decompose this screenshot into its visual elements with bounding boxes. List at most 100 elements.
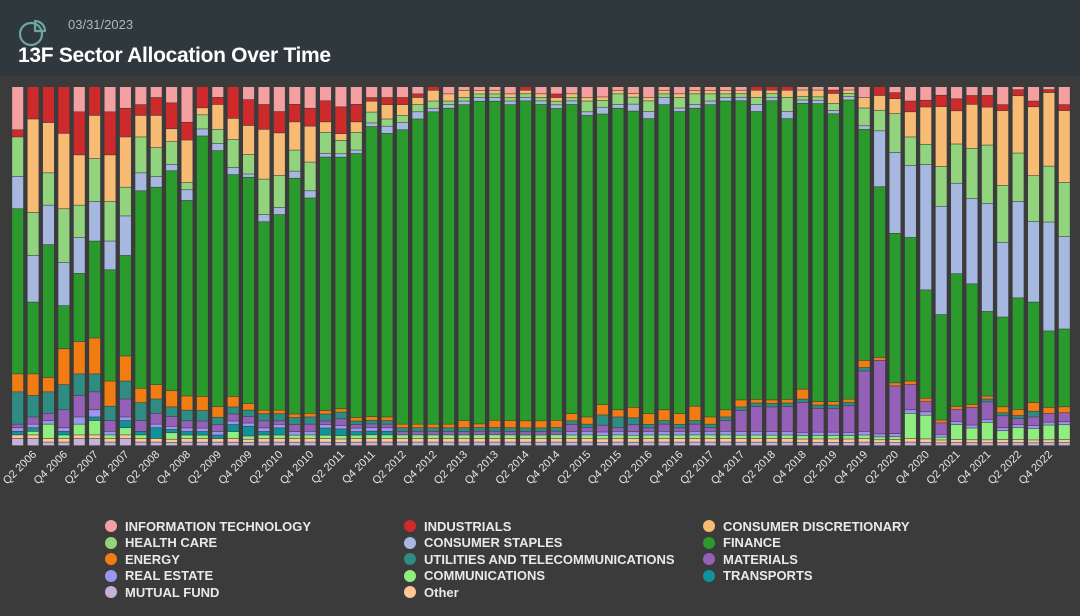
bar-segment[interactable]: [473, 87, 485, 91]
bar-segment[interactable]: [350, 431, 362, 435]
bar-segment[interactable]: [966, 148, 978, 199]
bar-segment[interactable]: [812, 90, 824, 97]
bar-segment[interactable]: [12, 392, 24, 424]
bar-segment[interactable]: [889, 87, 901, 93]
bar-segment[interactable]: [858, 442, 870, 446]
bar-segment[interactable]: [135, 442, 147, 446]
bar-segment[interactable]: [643, 111, 655, 119]
bar-segment[interactable]: [304, 442, 316, 446]
bar-segment[interactable]: [304, 198, 316, 414]
bar-segment[interactable]: [1012, 442, 1024, 446]
bar-segment[interactable]: [73, 438, 85, 446]
bar-segment[interactable]: [966, 443, 978, 446]
bar-segment[interactable]: [504, 428, 516, 432]
bar-segment[interactable]: [904, 112, 916, 137]
bar-segment[interactable]: [858, 97, 870, 108]
bar-segment[interactable]: [473, 427, 485, 431]
bar-segment[interactable]: [89, 420, 101, 435]
bar-segment[interactable]: [966, 407, 978, 425]
bar-segment[interactable]: [366, 420, 378, 424]
bar-segment[interactable]: [412, 442, 424, 446]
bar-segment[interactable]: [319, 157, 332, 411]
bar-segment[interactable]: [289, 150, 301, 171]
bar-segment[interactable]: [412, 94, 424, 98]
bar-segment[interactable]: [427, 101, 439, 108]
bar-segment[interactable]: [27, 435, 39, 439]
bar-segment[interactable]: [827, 435, 839, 439]
bar-segment[interactable]: [966, 404, 978, 408]
bar-segment[interactable]: [58, 384, 70, 410]
bar-segment[interactable]: [673, 442, 686, 446]
bar-segment[interactable]: [858, 129, 870, 361]
bar-segment[interactable]: [766, 438, 778, 442]
bar-segment[interactable]: [258, 129, 270, 179]
bar-segment[interactable]: [27, 438, 39, 446]
bar-segment[interactable]: [550, 97, 562, 101]
bar-segment[interactable]: [951, 409, 963, 422]
bar-segment[interactable]: [673, 97, 686, 108]
bar-segment[interactable]: [735, 431, 747, 435]
bar-segment[interactable]: [12, 87, 24, 130]
bar-segment[interactable]: [535, 101, 547, 105]
bar-segment[interactable]: [566, 97, 578, 101]
bar-segment[interactable]: [858, 367, 870, 371]
bar-segment[interactable]: [658, 104, 670, 410]
bar-segment[interactable]: [627, 442, 639, 446]
bar-segment[interactable]: [273, 410, 285, 414]
bar-segment[interactable]: [704, 104, 716, 417]
bar-segment[interactable]: [920, 144, 932, 165]
bar-segment[interactable]: [658, 94, 670, 98]
bar-segment[interactable]: [627, 93, 639, 97]
bar-segment[interactable]: [42, 438, 55, 442]
bar-segment[interactable]: [489, 438, 501, 442]
bar-segment[interactable]: [935, 423, 947, 435]
bar-segment[interactable]: [350, 104, 362, 122]
bar-segment[interactable]: [504, 94, 516, 98]
bar-segment[interactable]: [520, 442, 532, 446]
bar-segment[interactable]: [489, 435, 501, 439]
bar-segment[interactable]: [935, 87, 947, 95]
bar-segment[interactable]: [581, 115, 593, 417]
bar-segment[interactable]: [12, 431, 24, 435]
bar-segment[interactable]: [258, 87, 270, 105]
bar-segment[interactable]: [843, 399, 855, 403]
bar-segment[interactable]: [550, 438, 562, 442]
bar-segment[interactable]: [227, 167, 239, 175]
bar-segment[interactable]: [735, 407, 747, 411]
bar-segment[interactable]: [704, 424, 716, 428]
legend-item[interactable]: Other: [404, 584, 459, 600]
bar-segment[interactable]: [643, 428, 655, 432]
bar-segment[interactable]: [750, 406, 763, 432]
bar-segment[interactable]: [366, 87, 378, 98]
bar-segment[interactable]: [243, 403, 255, 410]
bar-segment[interactable]: [889, 440, 901, 443]
bar-segment[interactable]: [396, 431, 409, 435]
bar-segment[interactable]: [396, 442, 409, 446]
bar-segment[interactable]: [1058, 329, 1070, 407]
bar-segment[interactable]: [304, 87, 316, 108]
bar-segment[interactable]: [966, 95, 978, 105]
bar-segment[interactable]: [781, 435, 793, 439]
bar-segment[interactable]: [427, 108, 439, 112]
bar-segment[interactable]: [196, 438, 208, 442]
bar-segment[interactable]: [150, 413, 162, 424]
bar-segment[interactable]: [797, 100, 809, 104]
bar-segment[interactable]: [597, 107, 609, 114]
bar-segment[interactable]: [319, 122, 332, 133]
bar-segment[interactable]: [119, 137, 131, 187]
bar-segment[interactable]: [597, 439, 609, 442]
bar-segment[interactable]: [412, 97, 424, 105]
bar-segment[interactable]: [673, 87, 686, 94]
bar-segment[interactable]: [781, 431, 793, 435]
bar-segment[interactable]: [58, 209, 70, 263]
bar-segment[interactable]: [997, 104, 1009, 111]
bar-segment[interactable]: [166, 429, 178, 433]
bar-segment[interactable]: [951, 406, 963, 410]
bar-segment[interactable]: [643, 414, 655, 425]
legend-item[interactable]: HEALTH CARE: [105, 535, 217, 551]
bar-segment[interactable]: [520, 94, 532, 98]
bar-segment[interactable]: [319, 153, 332, 157]
bar-segment[interactable]: [673, 414, 686, 425]
bar-segment[interactable]: [550, 87, 562, 94]
bar-segment[interactable]: [1012, 418, 1024, 425]
